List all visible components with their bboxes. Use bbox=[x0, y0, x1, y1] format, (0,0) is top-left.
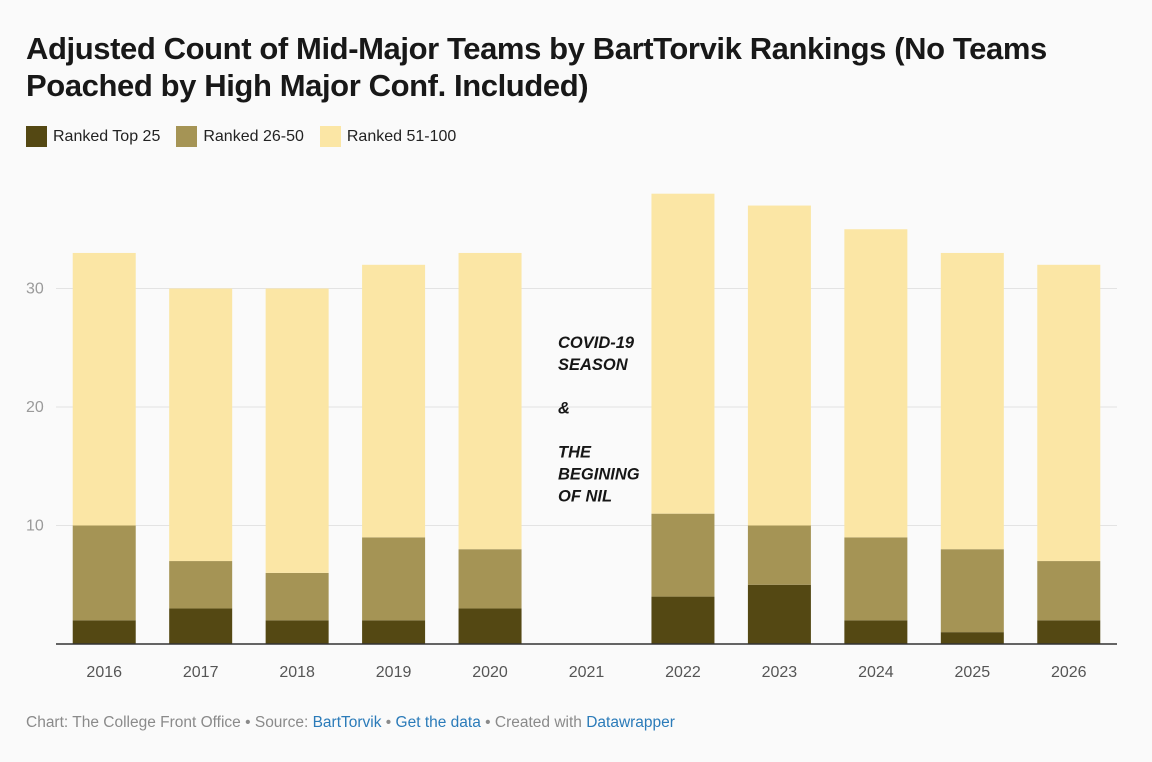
bar-2025-series-1 bbox=[940, 549, 1004, 633]
bar-2018-series-0 bbox=[265, 620, 329, 644]
stacked-bar-chart: 10 20 30 2016 2017 2018 2019 2020 2021 2022 2023 20… bbox=[26, 193, 1117, 681]
annotation-line-3: & bbox=[558, 400, 570, 418]
x-tick-label-2024: 2024 bbox=[858, 664, 894, 681]
legend-item-51-100: Ranked 51-100 bbox=[319, 126, 457, 147]
y-tick-label-10: 10 bbox=[26, 518, 44, 535]
footer: Chart: The College Front Office • Source… bbox=[26, 714, 675, 732]
bar-2023-series-2 bbox=[747, 205, 811, 526]
footer-chart-label: Chart: The College Front Office bbox=[26, 714, 241, 731]
get-data-link[interactable]: Get the data bbox=[395, 714, 481, 731]
footer-separator-created: • Created with bbox=[480, 714, 587, 731]
bar-2019-series-1 bbox=[362, 537, 426, 621]
legend-item-26-50: Ranked 26-50 bbox=[176, 126, 304, 147]
x-tick-label-2023: 2023 bbox=[762, 664, 798, 681]
legend-swatch-26-50 bbox=[176, 126, 198, 147]
bar-2025-series-0 bbox=[940, 632, 1004, 644]
x-tick-label-2020: 2020 bbox=[472, 664, 508, 681]
legend-label-51-100: Ranked 51-100 bbox=[346, 127, 457, 145]
bar-2019-series-0 bbox=[362, 620, 426, 644]
footer-separator-source: • Source: bbox=[240, 714, 313, 731]
bar-2022-series-1 bbox=[651, 513, 715, 597]
bar-2020-series-0 bbox=[458, 608, 522, 644]
bar-2018-series-1 bbox=[265, 572, 329, 621]
bar-2024-series-1 bbox=[844, 537, 908, 621]
bar-2024-series-0 bbox=[844, 620, 908, 644]
bar-2026-series-0 bbox=[1037, 620, 1101, 644]
legend-swatch-51-100 bbox=[319, 126, 341, 147]
x-tick-label-2018: 2018 bbox=[279, 664, 315, 681]
bar-2016-series-0 bbox=[72, 620, 136, 644]
bar-2017-series-0 bbox=[169, 608, 233, 644]
x-tick-label-2025: 2025 bbox=[955, 664, 991, 681]
legend-label-26-50: Ranked 26-50 bbox=[203, 127, 304, 145]
bar-2016-series-2 bbox=[72, 252, 136, 526]
bar-2023-series-1 bbox=[747, 525, 811, 585]
bar-2025-series-2 bbox=[940, 252, 1004, 550]
bar-2016-series-1 bbox=[72, 525, 136, 621]
annotation-line-5: THE bbox=[558, 444, 592, 462]
legend: Ranked Top 25 Ranked 26-50 Ranked 51-100 bbox=[26, 126, 472, 147]
datawrapper-link[interactable]: Datawrapper bbox=[586, 714, 675, 731]
annotation-line-6: BEGINING bbox=[558, 465, 640, 483]
bar-2018-series-2 bbox=[265, 288, 329, 573]
annotation-line-0: COVID-19 bbox=[558, 334, 635, 352]
footer-separator-data: • bbox=[381, 714, 396, 731]
x-tick-label-2016: 2016 bbox=[86, 664, 122, 681]
x-tick-label-2019: 2019 bbox=[376, 664, 412, 681]
annotation-line-1: SEASON bbox=[558, 356, 629, 374]
x-tick-label-2022: 2022 bbox=[665, 664, 701, 681]
legend-item-top25: Ranked Top 25 bbox=[26, 126, 160, 147]
bar-2023-series-0 bbox=[747, 584, 811, 644]
bar-2020-series-2 bbox=[458, 252, 522, 550]
bar-2017-series-2 bbox=[169, 288, 233, 562]
annotation-line-7: OF NIL bbox=[558, 487, 612, 505]
x-tick-label-2021: 2021 bbox=[569, 664, 605, 681]
legend-label-top25: Ranked Top 25 bbox=[53, 127, 161, 145]
bar-2026-series-2 bbox=[1037, 264, 1101, 562]
bar-2017-series-1 bbox=[169, 561, 233, 609]
source-link[interactable]: BartTorvik bbox=[312, 714, 382, 731]
chart-title: Adjusted Count of Mid-Major Teams by Bar… bbox=[26, 31, 1047, 103]
bar-2022-series-0 bbox=[651, 596, 715, 644]
y-tick-label-20: 20 bbox=[26, 399, 44, 416]
bar-2026-series-1 bbox=[1037, 561, 1101, 621]
x-tick-label-2026: 2026 bbox=[1051, 664, 1087, 681]
bar-2020-series-1 bbox=[458, 549, 522, 609]
bar-2024-series-2 bbox=[844, 229, 908, 538]
bar-2022-series-2 bbox=[651, 193, 715, 514]
x-tick-label-2017: 2017 bbox=[183, 664, 219, 681]
y-tick-label-30: 30 bbox=[26, 281, 44, 298]
bar-2019-series-2 bbox=[362, 264, 426, 538]
legend-swatch-top25 bbox=[26, 126, 47, 147]
